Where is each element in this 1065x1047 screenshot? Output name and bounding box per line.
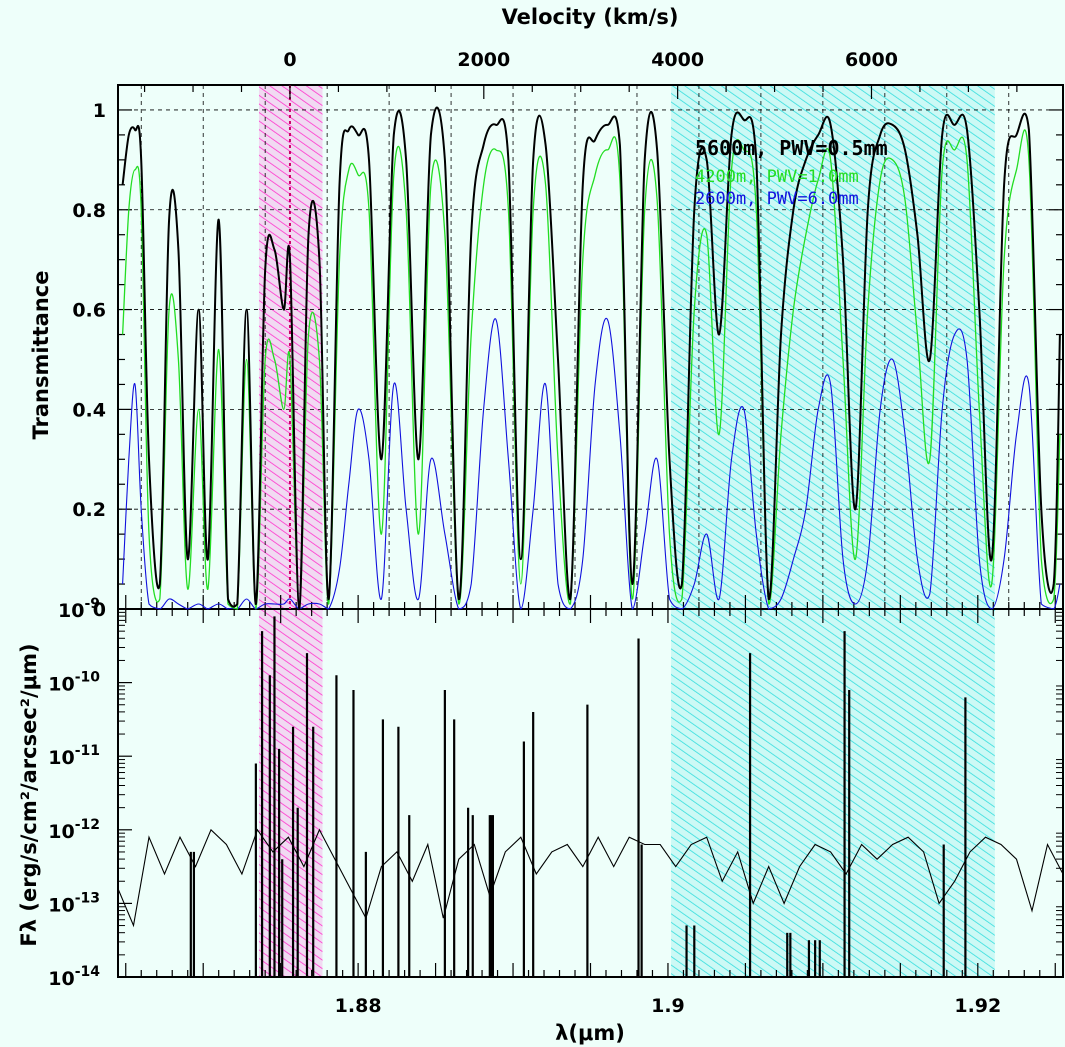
top-axis-title: Velocity (km/s) [502,5,679,29]
wavelength-tick-label: 1.92 [954,995,1001,1017]
transmittance-tick-label: 0.2 [72,499,106,521]
flux-tick-exponent: -11 [75,743,100,759]
velocity-tick-label: 4000 [651,49,704,71]
flux-tick-label: 10-12 [48,817,100,843]
flux-series [117,616,1064,977]
flux-tick-label: 10-13 [48,890,100,916]
transmittance-tick-label: 1 [93,100,106,122]
x-axis-title: λ(μm) [555,1021,625,1045]
transmittance-tick-label: 0 [93,599,106,621]
transmittance-line-1 [121,106,1061,610]
flux-tick-base: 10 [58,600,84,622]
legend-entry-2: 4200m, PWV=1.0mm [695,167,859,187]
flux-tick-base: 10 [48,747,74,769]
transmittance-series [121,106,1061,610]
flux-tick-base: 10 [48,968,74,990]
shaded-band-cyan [671,85,995,977]
flux-tick-exponent: -13 [75,890,100,906]
flux-tick-base: 10 [48,674,74,696]
axis-ticks [118,85,1063,978]
flux-tick-exponent: -10 [75,670,101,686]
flux-tick-base: 10 [48,894,74,916]
flux-tick-label: 10-10 [48,670,100,696]
flux-tick-base: 10 [48,821,74,843]
transmittance-tick-label: 0.8 [72,200,106,222]
legend-entry-3: 2600m, PWV=6.0mm [695,189,859,209]
velocity-tick-label: 6000 [845,49,898,71]
flux-axis-title: Fλ (erg/s/cm²/arcsec²/μm) [17,643,41,946]
velocity-tick-label: 0 [283,49,296,71]
legend-entry-1: 5600m, PWV=0.5mm [695,136,888,160]
transmittance-tick-label: 0.4 [72,399,106,421]
wavelength-tick-label: 1.88 [335,995,382,1017]
transmittance-line-3 [122,317,1061,610]
wavelength-tick-label: 1.9 [651,995,685,1017]
transmittance-axis-title: Transmittance [29,271,53,440]
transmittance-line-2 [121,129,1061,610]
flux-tick-exponent: -14 [75,964,101,980]
flux-tick-label: 10-14 [48,964,100,990]
flux-tick-exponent: -9 [84,596,100,612]
legend: 5600m, PWV=0.5mm 4200m, PWV=1.0mm 2600m,… [695,136,888,209]
tick-labels: 0 2000 4000 6000 1.88 1.9 1.92 0 0.2 0.4 0.6 0.8 1 10… [48,49,1001,1017]
flux-tick-exponent: -12 [75,817,100,833]
flux-tick-label: 10-11 [48,743,100,769]
transmittance-tick-label: 0.6 [72,300,106,322]
flux-tick-label: 10-9 [58,596,100,622]
velocity-tick-label: 2000 [457,49,510,71]
